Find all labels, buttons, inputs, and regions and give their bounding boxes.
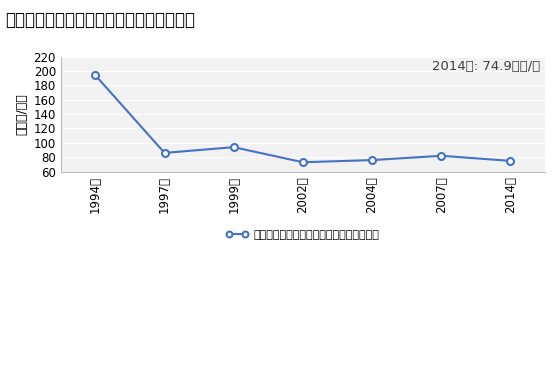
小売業の店舗１平米当たり年間商品販売額: [438, 154, 445, 158]
小売業の店舗１平米当たり年間商品販売額: [507, 159, 514, 163]
Text: 2014年: 74.9万円/㎡: 2014年: 74.9万円/㎡: [432, 60, 540, 73]
Line: 小売業の店舗１平米当たり年間商品販売額: 小売業の店舗１平米当たり年間商品販売額: [92, 72, 514, 166]
小売業の店舗１平米当たり年間商品販売額: [368, 158, 375, 162]
Y-axis label: ［万円/㎡］: ［万円/㎡］: [15, 93, 28, 135]
Text: 小売業の店舗１平米当たり年間商品販売額: 小売業の店舗１平米当たり年間商品販売額: [6, 11, 195, 29]
小売業の店舗１平米当たり年間商品販売額: [230, 145, 237, 149]
Legend: 小売業の店舗１平米当たり年間商品販売額: 小売業の店舗１平米当たり年間商品販売額: [222, 225, 384, 244]
小売業の店舗１平米当たり年間商品販売額: [92, 73, 99, 78]
小売業の店舗１平米当たり年間商品販売額: [161, 151, 168, 155]
小売業の店舗１平米当たり年間商品販売額: [300, 160, 306, 164]
